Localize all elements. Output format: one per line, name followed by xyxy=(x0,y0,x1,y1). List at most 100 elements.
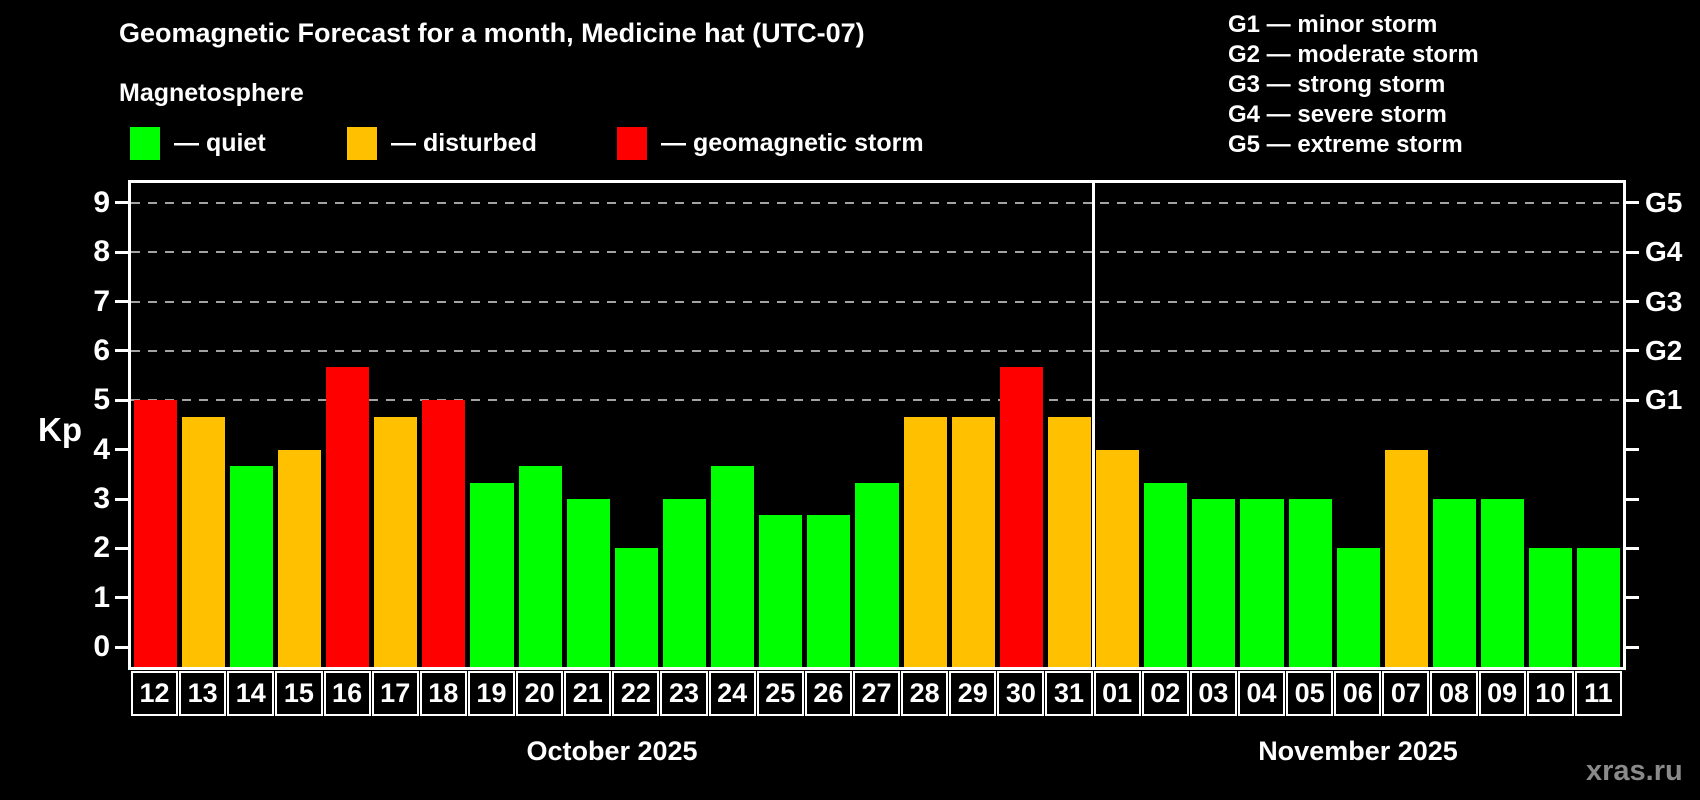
y-tick-right-3 xyxy=(1626,497,1639,501)
y-tick-label-2: 2 xyxy=(93,531,110,565)
date-box-04: 04 xyxy=(1237,671,1286,716)
g-scale-legend: G1 — minor storm G2 — moderate storm G3 … xyxy=(1228,10,1479,160)
storm-swatch-icon xyxy=(617,127,647,160)
bar-october-28 xyxy=(903,416,947,667)
date-box-28: 28 xyxy=(901,671,949,716)
bar-november-01 xyxy=(1096,449,1140,667)
y-tick-left-8 xyxy=(115,250,128,254)
bar-october-13 xyxy=(181,416,225,667)
y-tick-right-5 xyxy=(1626,398,1639,402)
date-box-06: 06 xyxy=(1334,671,1382,716)
date-box-24: 24 xyxy=(708,671,756,716)
g2-legend-line: G2 — moderate storm xyxy=(1228,41,1479,68)
date-box-27: 27 xyxy=(852,671,901,716)
y-tick-left-4 xyxy=(115,448,128,452)
bar-november-07 xyxy=(1384,449,1428,667)
y-tick-label-1: 1 xyxy=(93,580,110,614)
legend-label-disturbed: — disturbed xyxy=(391,129,537,157)
bar-october-24 xyxy=(711,465,755,667)
date-box-30: 30 xyxy=(997,671,1045,716)
bar-october-25 xyxy=(759,515,803,667)
gridline-kp8 xyxy=(131,251,1623,254)
date-box-12: 12 xyxy=(131,671,179,716)
y-tick-label-4: 4 xyxy=(93,432,110,466)
y-tick-left-9 xyxy=(115,201,128,205)
g-axis-label-g2: G2 xyxy=(1645,334,1683,366)
g-axis-label-g3: G3 xyxy=(1645,285,1683,317)
bar-october-19 xyxy=(470,482,514,667)
chart-subtitle: Magnetosphere xyxy=(119,79,304,107)
bar-november-08 xyxy=(1432,499,1477,667)
bar-october-31 xyxy=(1047,416,1092,667)
watermark: xras.ru xyxy=(1586,755,1683,787)
date-box-13: 13 xyxy=(179,671,227,716)
bar-november-06 xyxy=(1336,548,1380,667)
y-tick-left-0 xyxy=(115,645,128,649)
bar-october-14 xyxy=(229,465,273,667)
g4-legend-line: G4 — severe storm xyxy=(1228,101,1447,128)
y-tick-left-1 xyxy=(115,596,128,600)
bar-october-15 xyxy=(277,449,321,667)
bar-october-16 xyxy=(326,367,370,667)
quiet-swatch-icon xyxy=(130,127,160,160)
legend-label-quiet: — quiet xyxy=(174,129,266,157)
bar-october-17 xyxy=(374,416,418,667)
y-tick-right-4 xyxy=(1626,448,1639,452)
y-tick-left-5 xyxy=(115,398,128,402)
g-axis-label-g4: G4 xyxy=(1645,236,1683,268)
plot-area xyxy=(128,180,1626,670)
y-tick-right-7 xyxy=(1626,300,1639,304)
y-tick-label-0: 0 xyxy=(93,630,110,664)
y-tick-label-3: 3 xyxy=(93,482,110,516)
y-tick-label-9: 9 xyxy=(93,185,110,219)
y-tick-right-8 xyxy=(1626,250,1639,254)
bar-october-27 xyxy=(855,482,899,667)
gridline-kp6 xyxy=(131,349,1623,352)
date-box-26: 26 xyxy=(804,671,852,716)
date-box-16: 16 xyxy=(323,671,371,716)
bar-november-03 xyxy=(1192,499,1236,667)
date-box-19: 19 xyxy=(467,671,516,716)
bar-november-02 xyxy=(1144,482,1188,667)
bar-november-11 xyxy=(1577,548,1621,667)
y-tick-left-7 xyxy=(115,300,128,304)
date-box-11: 11 xyxy=(1574,671,1622,716)
date-box-15: 15 xyxy=(275,671,323,716)
y-tick-right-9 xyxy=(1626,201,1639,205)
date-box-22: 22 xyxy=(612,671,660,716)
legend-item-quiet: — quiet xyxy=(130,127,266,160)
month-label-november: November 2025 xyxy=(1258,736,1458,766)
date-box-05: 05 xyxy=(1286,671,1334,716)
y-tick-right-6 xyxy=(1626,349,1639,353)
legend-label-storm: — geomagnetic storm xyxy=(661,129,924,157)
y-tick-left-2 xyxy=(115,546,128,550)
y-tick-right-0 xyxy=(1626,645,1639,649)
date-box-01: 01 xyxy=(1093,671,1141,716)
date-box-21: 21 xyxy=(564,671,612,716)
bar-october-20 xyxy=(518,465,562,667)
g5-legend-line: G5 — extreme storm xyxy=(1228,131,1463,158)
bar-november-04 xyxy=(1240,499,1284,667)
gridline-kp9 xyxy=(131,201,1623,204)
date-box-23: 23 xyxy=(660,671,708,716)
bar-october-23 xyxy=(662,499,707,667)
y-tick-label-7: 7 xyxy=(93,284,110,318)
y-axis-title: Kp xyxy=(38,411,82,448)
bar-october-12 xyxy=(133,400,177,667)
bar-october-29 xyxy=(951,416,995,667)
bar-november-09 xyxy=(1481,499,1525,667)
legend-item-storm: — geomagnetic storm xyxy=(617,127,924,160)
date-box-09: 09 xyxy=(1478,671,1526,716)
g-axis-label-g5: G5 xyxy=(1645,186,1683,218)
bar-october-26 xyxy=(807,515,851,667)
legend-item-disturbed: — disturbed xyxy=(347,127,537,160)
date-box-31: 31 xyxy=(1045,671,1093,716)
g3-legend-line: G3 — strong storm xyxy=(1228,71,1446,98)
g-axis-label-g1: G1 xyxy=(1645,384,1683,416)
date-box-10: 10 xyxy=(1526,671,1574,716)
date-box-03: 03 xyxy=(1189,671,1237,716)
y-tick-left-6 xyxy=(115,349,128,353)
date-box-25: 25 xyxy=(756,671,804,716)
bar-november-10 xyxy=(1529,548,1573,667)
date-box-18: 18 xyxy=(419,671,467,716)
